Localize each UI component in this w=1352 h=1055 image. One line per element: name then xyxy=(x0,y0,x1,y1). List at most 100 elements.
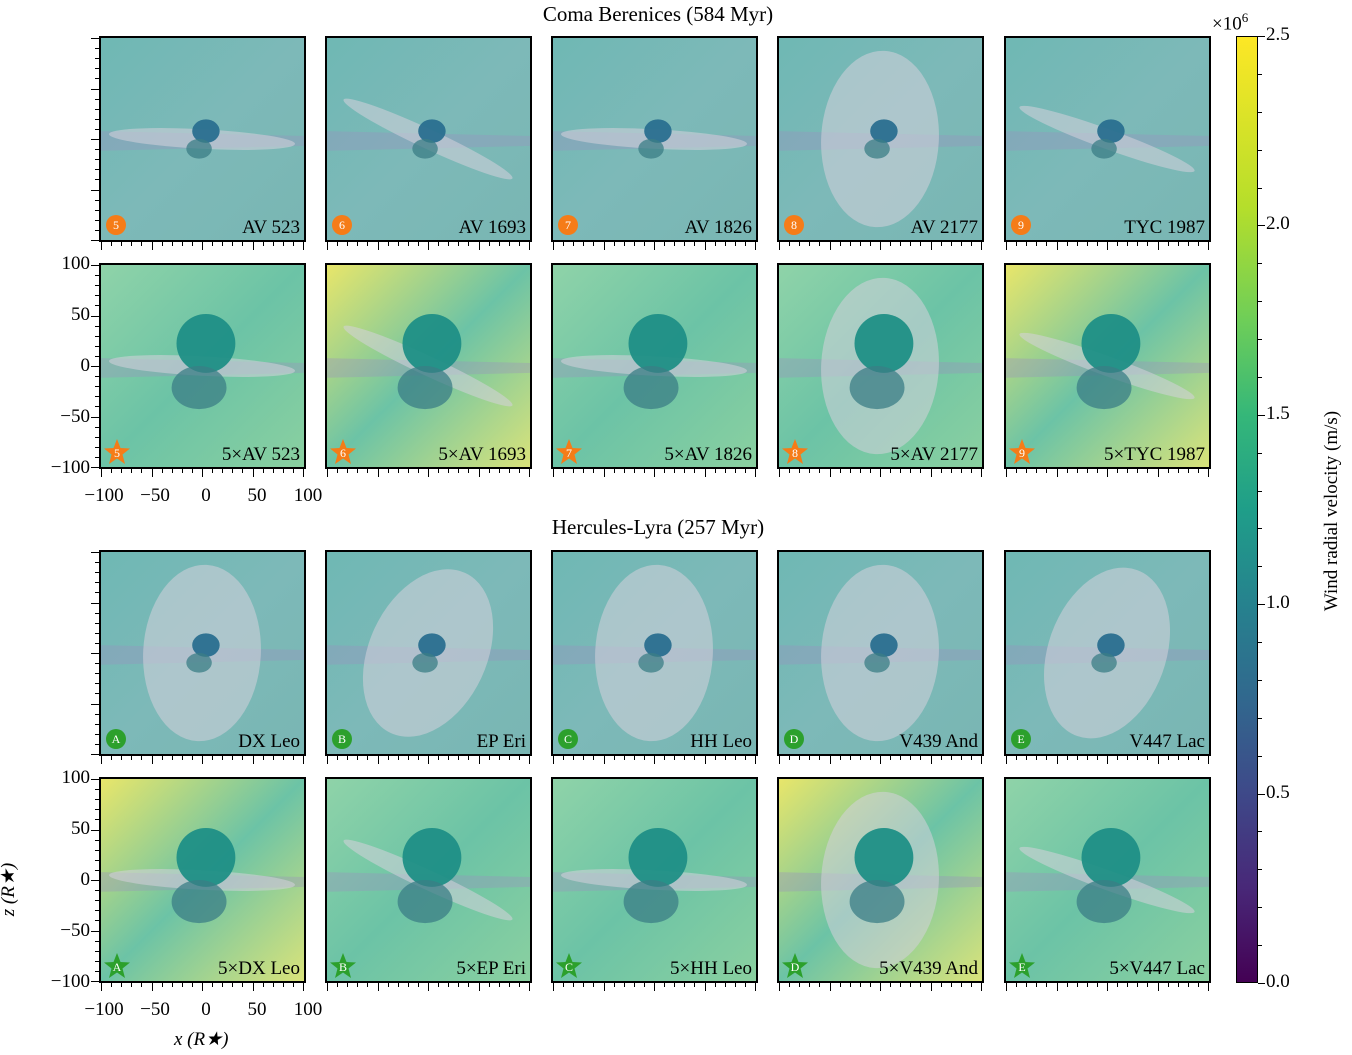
x-tick-mark xyxy=(603,242,605,250)
wind-blob-lower xyxy=(1076,366,1132,410)
y-tick-mark xyxy=(95,436,99,438)
x-tick-mark xyxy=(960,756,962,760)
colorbar-multiplier: ×106 xyxy=(1212,10,1249,35)
x-tick-mark xyxy=(714,756,716,760)
wind-panel: AV 1826 7 xyxy=(551,36,758,242)
y-tick-mark xyxy=(95,789,99,791)
panel-label: 5×AV 523 xyxy=(221,444,300,465)
x-tick-mark xyxy=(1096,469,1098,473)
y-tick-mark xyxy=(95,275,99,277)
wind-blob-lower xyxy=(623,880,679,924)
y-tick-mark xyxy=(95,179,99,181)
x-tick-mark xyxy=(1016,756,1018,760)
x-tick-mark xyxy=(744,983,746,987)
x-tick-mark xyxy=(1107,983,1108,991)
marker-circle: C xyxy=(558,729,578,749)
x-tick-label: 100 xyxy=(293,485,323,506)
x-tick-mark xyxy=(407,756,409,760)
x-tick-mark xyxy=(1167,242,1169,246)
x-tick-mark xyxy=(779,983,780,991)
x-tick-mark xyxy=(1026,983,1028,987)
wind-blob-upper xyxy=(870,119,898,143)
x-tick-mark xyxy=(121,242,123,246)
x-tick-mark xyxy=(970,983,972,987)
x-tick-mark xyxy=(337,242,339,246)
x-tick-mark xyxy=(377,983,379,991)
y-tick-mark xyxy=(91,552,99,553)
star-icon xyxy=(330,953,356,978)
colorbar-tick-label: 1.5 xyxy=(1266,403,1290,424)
y-tick-mark xyxy=(95,295,99,297)
x-tick-mark xyxy=(613,242,615,246)
y-tick-mark xyxy=(95,809,99,811)
x-tick-mark xyxy=(529,756,530,764)
x-tick-mark xyxy=(191,242,193,246)
x-tick-mark xyxy=(141,983,143,987)
y-tick-mark xyxy=(95,325,99,327)
x-tick-mark xyxy=(799,756,801,760)
x-tick-mark xyxy=(930,983,932,991)
x-tick-mark xyxy=(1026,242,1028,246)
x-tick-mark xyxy=(1016,983,1018,987)
x-tick-mark xyxy=(930,469,932,477)
panel-label: AV 523 xyxy=(242,217,300,238)
wind-blob-upper xyxy=(628,828,688,887)
x-tick-mark xyxy=(417,242,419,246)
x-tick-mark xyxy=(1187,242,1189,246)
x-tick-mark xyxy=(970,756,972,760)
marker-star-text: D xyxy=(790,960,800,974)
x-tick-mark xyxy=(242,469,244,473)
x-tick-mark xyxy=(131,242,133,246)
y-tick-mark xyxy=(91,703,99,705)
x-tick-mark xyxy=(387,242,389,246)
x-tick-mark xyxy=(448,469,450,473)
x-tick-mark xyxy=(890,242,892,246)
y-tick-mark xyxy=(91,189,99,191)
x-tick-mark xyxy=(744,469,746,473)
x-tick-mark xyxy=(1026,756,1028,760)
x-tick-mark xyxy=(714,242,716,246)
x-tick-mark xyxy=(181,983,183,987)
x-tick-mark xyxy=(417,983,419,987)
colorbar-gradient xyxy=(1236,36,1258,983)
x-tick-mark xyxy=(252,983,254,991)
wind-panel: 5×DX Leo A xyxy=(99,777,306,983)
x-tick-mark xyxy=(623,983,625,987)
x-tick-mark xyxy=(151,469,153,477)
x-tick-mark xyxy=(518,983,520,987)
x-tick-mark xyxy=(684,756,686,760)
y-tick-mark xyxy=(91,754,99,755)
x-tick-mark xyxy=(1137,983,1139,987)
x-tick-mark xyxy=(869,983,871,987)
x-tick-mark xyxy=(573,983,575,987)
x-tick-mark xyxy=(262,469,264,473)
x-tick-mark xyxy=(920,756,922,760)
x-tick-mark xyxy=(583,983,585,987)
wind-panel-plot xyxy=(779,265,982,467)
x-tick-mark xyxy=(252,756,254,764)
y-tick-mark xyxy=(95,335,99,337)
x-tick-mark xyxy=(593,469,595,473)
marker-circle: 6 xyxy=(332,215,352,235)
y-tick-mark xyxy=(95,562,99,564)
x-tick-mark xyxy=(1006,983,1007,991)
x-tick-mark xyxy=(1046,756,1048,760)
x-tick-mark xyxy=(633,756,635,760)
x-tick-label: 0 xyxy=(201,485,211,506)
x-tick-mark xyxy=(789,983,791,987)
y-tick-mark xyxy=(95,48,99,50)
x-tick-mark xyxy=(121,756,123,760)
marker-star-text: 5 xyxy=(114,446,120,460)
x-tick-mark xyxy=(232,469,234,473)
x-tick-mark xyxy=(161,242,163,246)
colorbar-tick-mark xyxy=(1258,452,1262,454)
wind-blob-upper xyxy=(870,633,898,657)
panel-label: 5×AV 2177 xyxy=(890,444,978,465)
wind-panel-plot xyxy=(101,265,304,467)
wind-blob-lower xyxy=(397,366,453,410)
x-tick-mark xyxy=(222,242,224,246)
x-tick-mark xyxy=(1046,469,1048,473)
panel-label: 5×TYC 1987 xyxy=(1104,444,1205,465)
colorbar-tick-label: 0.0 xyxy=(1266,971,1290,992)
x-tick-mark xyxy=(1208,756,1209,764)
